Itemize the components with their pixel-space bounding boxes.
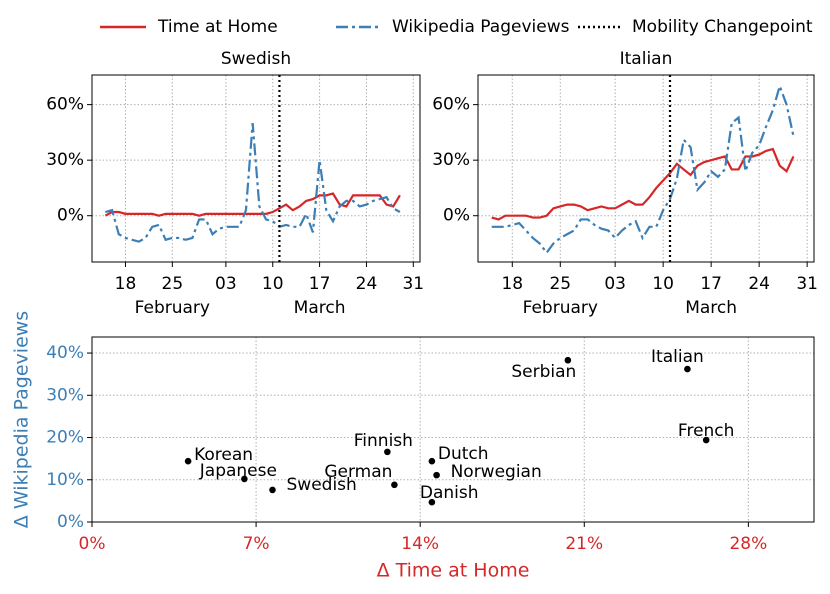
x-tick-label: 25 <box>549 274 571 294</box>
x-tick-label: 10 <box>262 274 284 294</box>
x-tick-label: 24 <box>356 274 378 294</box>
x-tick-label: 14% <box>401 534 439 554</box>
series-line <box>491 147 795 221</box>
x-tick-label: 18 <box>501 274 523 294</box>
month-label: February <box>523 298 598 318</box>
point-label: German <box>324 462 392 482</box>
point-label: Swedish <box>287 475 357 495</box>
scatter-point <box>184 457 192 465</box>
month-label: March <box>294 298 346 318</box>
x-tick-label: 10 <box>652 274 674 294</box>
series-line <box>491 82 795 255</box>
scatter-point <box>391 481 398 489</box>
point-label: Finnish <box>354 431 413 451</box>
x-tick-label: 25 <box>162 274 184 294</box>
point-label: Serbian <box>511 362 576 382</box>
legend-label: Mobility Changepoint <box>632 17 813 37</box>
series-line <box>104 192 401 217</box>
y-tick-label: 40% <box>46 343 84 363</box>
y-tick-label: 0% <box>57 512 84 532</box>
scatter-point <box>702 436 710 444</box>
y-tick-label: 30% <box>46 385 84 405</box>
x-tick-label: 0% <box>79 534 106 554</box>
x-tick-label: 18 <box>115 274 137 294</box>
y-tick-label: 20% <box>46 428 84 448</box>
x-tick-label: 31 <box>402 274 424 294</box>
y-tick-label: 30% <box>46 150 84 170</box>
point-label: Japanese <box>199 461 277 481</box>
scatter-point <box>684 365 691 373</box>
y-tick-label: 30% <box>432 150 470 170</box>
y-tick-label: 60% <box>46 95 84 115</box>
x-tick-label: 21% <box>565 534 603 554</box>
x-tick-label: 7% <box>243 534 270 554</box>
scatter-point <box>384 448 391 456</box>
plot-frame <box>91 74 421 263</box>
legend-label: Wikipedia Pageviews <box>392 17 570 37</box>
scatter-point <box>433 471 440 479</box>
x-tick-label: 17 <box>700 274 722 294</box>
scatter-point <box>564 356 572 364</box>
x-axis-label: Δ Time at Home <box>377 560 530 582</box>
series-line <box>105 123 401 243</box>
plot-frame <box>477 74 815 263</box>
y-tick-label: 0% <box>57 206 84 226</box>
scatter-point <box>428 498 436 506</box>
y-axis-label: Δ Wikipedia Pageviews <box>11 311 33 528</box>
point-label: Dutch <box>438 444 489 464</box>
point-label: Danish <box>420 483 479 503</box>
x-tick-label: 24 <box>748 274 770 294</box>
x-tick-label: 28% <box>729 534 767 554</box>
scatter-point <box>428 457 436 465</box>
y-tick-label: 0% <box>443 206 470 226</box>
x-tick-label: 31 <box>796 274 818 294</box>
point-label: Italian <box>651 347 704 367</box>
y-tick-label: 60% <box>432 95 470 115</box>
month-label: March <box>685 298 737 318</box>
point-label: French <box>678 421 735 441</box>
legend-label: Time at Home <box>157 17 278 37</box>
month-label: February <box>135 298 210 318</box>
scatter-point <box>241 475 248 483</box>
x-tick-label: 03 <box>215 274 237 294</box>
x-tick-label: 03 <box>604 274 626 294</box>
chart-title: Italian <box>620 49 673 69</box>
point-label: Korean <box>194 445 253 465</box>
point-label: Norwegian <box>451 462 542 482</box>
scatter-point <box>269 486 276 494</box>
y-tick-label: 10% <box>46 470 84 490</box>
chart-title: Swedish <box>221 49 291 69</box>
x-tick-label: 17 <box>309 274 331 294</box>
plot-frame <box>91 336 815 523</box>
